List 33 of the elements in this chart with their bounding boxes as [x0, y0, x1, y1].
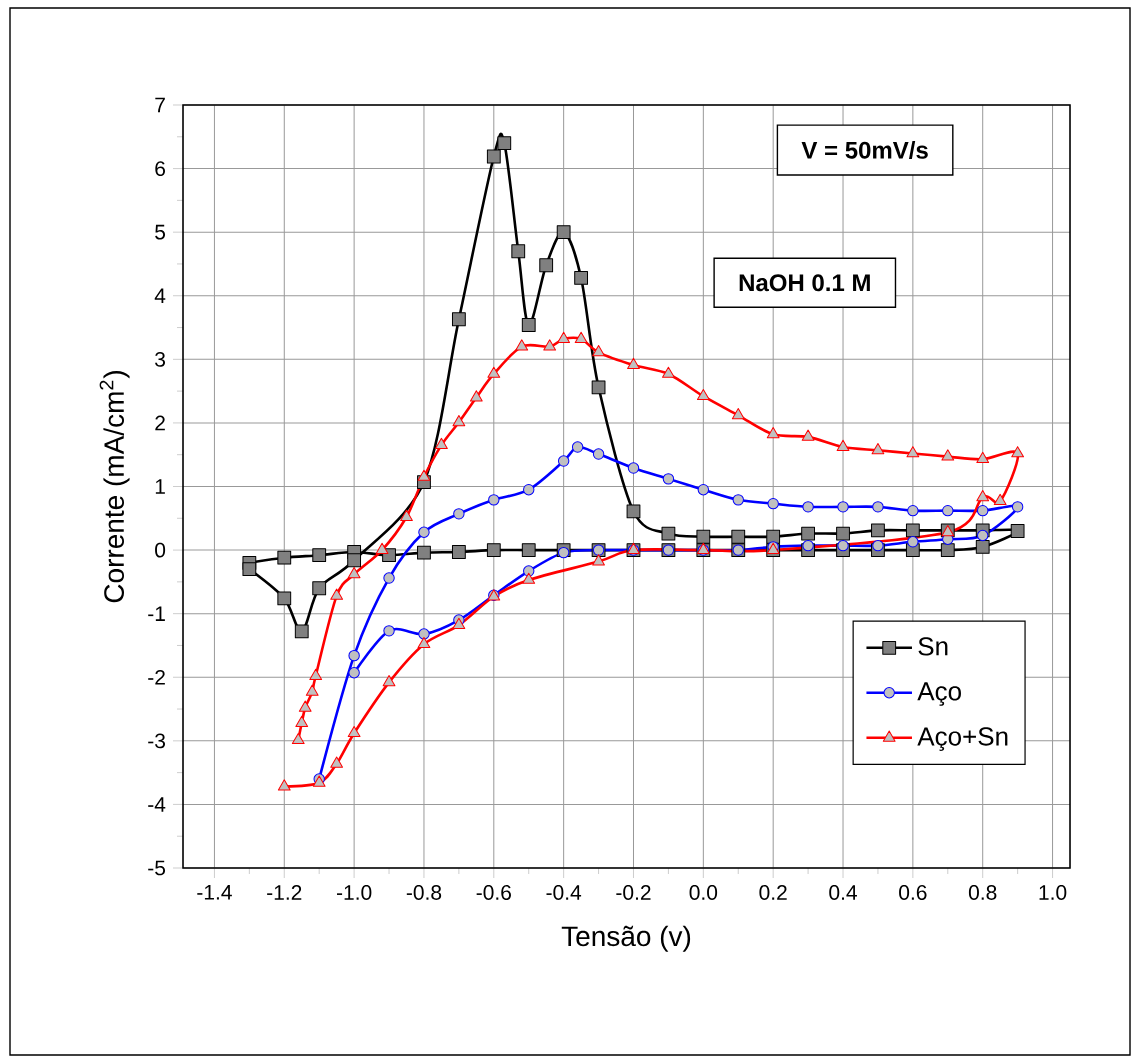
legend-label: Aço+Sn [917, 727, 1008, 751]
x-tick-label: 0.2 [759, 885, 787, 900]
x-tick-label: -0.4 [546, 885, 582, 900]
y-tick-label: -2 [148, 669, 165, 685]
y-tick-label: 2 [155, 415, 165, 431]
x-tick-label: -1.4 [197, 885, 232, 900]
y-tick-label: 4 [154, 288, 166, 303]
legend-label: Aço [917, 682, 961, 706]
y-tick-label: -1 [148, 606, 165, 621]
x-tick-label: 0.0 [689, 885, 718, 900]
annotation: NaOH 0.1 M [739, 274, 870, 292]
annotation: V = 50mV/s [801, 141, 928, 159]
y-tick-label: 3 [155, 351, 166, 367]
y-tick-label: 6 [155, 161, 166, 177]
x-axis-title: Tensão (v) [561, 925, 691, 952]
x-tick-label: -1.2 [267, 885, 302, 900]
x-tick-label: 0.4 [829, 885, 857, 900]
y-tick-label: 5 [155, 224, 166, 240]
y-tick-label: -3 [148, 733, 166, 749]
y-tick-label: -5 [148, 860, 166, 876]
x-tick-label: -0.8 [406, 885, 442, 900]
y-axis-title: Corrente (mA/cm$^{2}$) [99, 371, 130, 603]
y-tick-label: 1 [155, 479, 165, 494]
y-tick-label: 0 [155, 542, 166, 558]
x-tick-label: 0.6 [899, 885, 927, 900]
x-tick-label: -0.6 [476, 885, 511, 900]
x-tick-label: 1.0 [1039, 885, 1067, 900]
y-tick-label: -4 [148, 797, 166, 812]
legend-label: Sn [918, 637, 948, 656]
x-tick-label: 0.8 [968, 885, 997, 900]
x-tick-label: -1.0 [336, 885, 372, 900]
x-tick-label: -0.2 [616, 885, 651, 900]
y-tick-label: 7 [155, 97, 165, 113]
